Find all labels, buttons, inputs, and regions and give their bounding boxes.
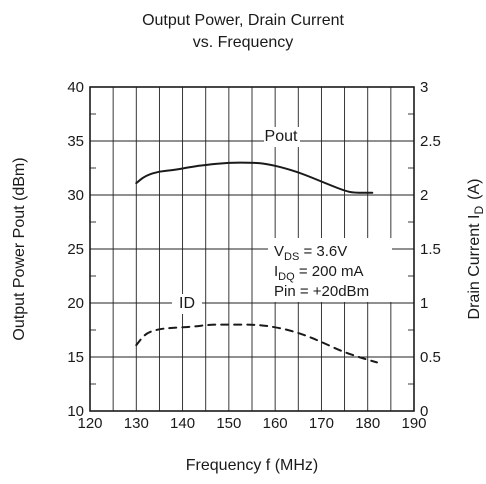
series-line-pout (135, 161, 374, 194)
y-left-tick-label: 35 (67, 133, 84, 150)
y-left-tick-label: 10 (67, 403, 84, 420)
series-label-pout: Pout (265, 128, 298, 145)
x-tick-label: 160 (263, 415, 288, 432)
y-left-tick-label: 25 (67, 241, 84, 258)
conditions-background (268, 238, 392, 302)
x-tick-label: 190 (401, 415, 426, 432)
x-tick-label: 150 (216, 415, 241, 432)
series-group (135, 161, 378, 364)
x-tick-label: 140 (170, 415, 195, 432)
y-right-tick-label: 1.5 (420, 241, 441, 258)
y-left-tick-label: 40 (67, 79, 84, 96)
x-tick-label: 130 (124, 415, 149, 432)
plot-frame (89, 86, 415, 412)
y-left-tick-label: 20 (67, 295, 84, 312)
y-right-tick-label: 0 (420, 403, 428, 420)
pout-label-background (264, 127, 300, 147)
chart-subtitle: vs. Frequency (192, 34, 294, 51)
axis-ticks: 120 130 140 150 160 170 180 190 10 15 20 25 30 35 40 0 0… (67, 79, 441, 432)
y-right-tick-label: 2.5 (420, 133, 441, 150)
y-axis-right-label: Drain Current ID(A) (466, 179, 486, 320)
condition-vds: VDS = 3.6V (274, 243, 347, 263)
series-label-id: ID (179, 295, 195, 312)
series-line-id (135, 323, 378, 364)
y-left-tick-label: 30 (67, 187, 84, 204)
chart-title: Output Power, Drain Current (142, 12, 344, 29)
y-right-tick-label: 1 (420, 295, 428, 312)
y-left-tick-label: 15 (67, 349, 84, 366)
x-tick-label: 120 (77, 415, 102, 432)
label-backgrounds (172, 127, 392, 314)
y-right-tick-label: 3 (420, 79, 428, 96)
id-label-background (172, 294, 202, 314)
condition-idq: IDQ = 200 mA (274, 263, 363, 283)
y-axis-left-label: Output Power Pout (dBm) (11, 157, 28, 340)
y-right-tick-label: 0.5 (420, 349, 441, 366)
y-right-tick-label: 2 (420, 187, 428, 204)
x-axis-label: Frequency f (MHz) (186, 457, 318, 474)
x-tick-label: 170 (309, 415, 334, 432)
condition-pin: Pin = +20dBm (274, 283, 369, 300)
x-tick-label: 180 (355, 415, 380, 432)
